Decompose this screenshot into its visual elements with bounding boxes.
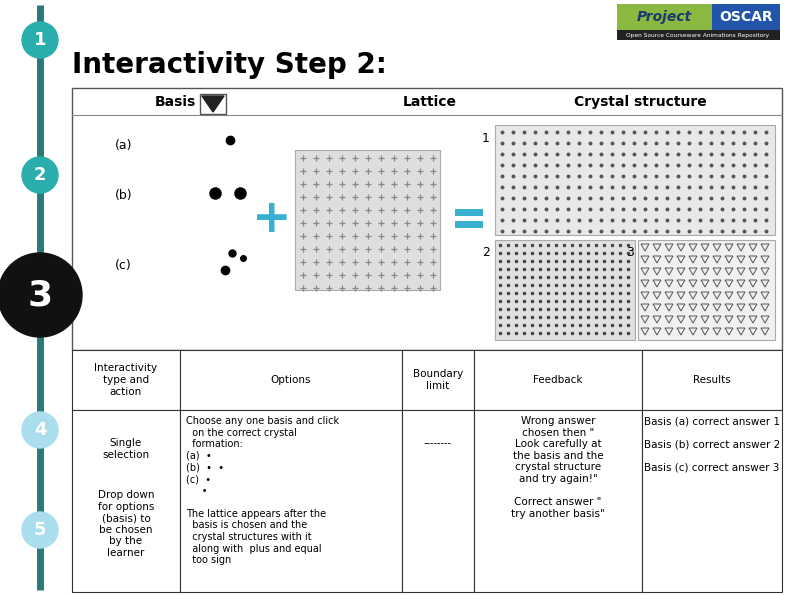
Bar xyxy=(712,4,780,30)
Text: (a): (a) xyxy=(115,139,133,152)
Text: Options: Options xyxy=(271,375,311,385)
Bar xyxy=(455,221,483,228)
Text: 1: 1 xyxy=(482,131,490,145)
Text: Interactivity
type and
action: Interactivity type and action xyxy=(94,364,157,397)
Circle shape xyxy=(22,157,58,193)
Text: (b): (b) xyxy=(115,189,133,202)
Bar xyxy=(402,350,474,410)
Bar xyxy=(474,350,642,410)
Circle shape xyxy=(22,512,58,548)
Bar xyxy=(495,125,775,235)
Text: Drop down
for options
(basis) to
be chosen
by the
learner: Drop down for options (basis) to be chos… xyxy=(98,490,154,558)
Text: Basis: Basis xyxy=(154,95,195,109)
Bar xyxy=(200,94,226,114)
Circle shape xyxy=(22,22,58,58)
Text: OSCAR: OSCAR xyxy=(719,10,773,24)
Bar xyxy=(455,209,483,216)
Circle shape xyxy=(0,253,82,337)
Bar xyxy=(638,240,775,340)
Text: 3: 3 xyxy=(626,246,634,259)
Text: Interactivity Step 2:: Interactivity Step 2: xyxy=(72,51,387,79)
Text: Results: Results xyxy=(693,375,730,385)
Bar xyxy=(495,240,635,340)
Text: --------: -------- xyxy=(424,438,452,448)
Text: +: + xyxy=(252,198,292,243)
Text: Feedback: Feedback xyxy=(534,375,583,385)
Text: 3: 3 xyxy=(28,278,52,312)
Text: 1: 1 xyxy=(34,31,46,49)
Text: Basis (a) correct answer 1

Basis (b) correct answer 2

Basis (c) correct answer: Basis (a) correct answer 1 Basis (b) cor… xyxy=(644,416,781,472)
Text: Boundary
limit: Boundary limit xyxy=(413,369,463,391)
Polygon shape xyxy=(202,96,224,112)
Text: Crystal structure: Crystal structure xyxy=(573,95,707,109)
Text: Single
selection: Single selection xyxy=(102,438,149,459)
Text: Open Source Courseware Animations Repository: Open Source Courseware Animations Reposi… xyxy=(626,33,769,37)
Bar xyxy=(72,350,180,410)
Text: 4: 4 xyxy=(34,421,46,439)
Bar xyxy=(180,410,402,592)
Text: (c): (c) xyxy=(115,258,132,271)
Bar xyxy=(474,410,642,592)
Text: Project: Project xyxy=(637,10,692,24)
Text: Choose any one basis and click
  on the correct crystal
  formation:
(a)  •
(b) : Choose any one basis and click on the co… xyxy=(186,416,339,565)
Bar xyxy=(402,410,474,592)
Bar xyxy=(72,410,180,592)
Bar xyxy=(642,350,782,410)
Bar xyxy=(180,350,402,410)
Bar xyxy=(72,88,782,350)
Text: 5: 5 xyxy=(34,521,46,539)
Bar xyxy=(617,4,712,30)
Text: Wrong answer
chosen then "
Look carefully at
the basis and the
crystal structure: Wrong answer chosen then " Look carefull… xyxy=(511,416,605,519)
Text: Lattice: Lattice xyxy=(403,95,457,109)
Circle shape xyxy=(22,412,58,448)
Text: 2: 2 xyxy=(482,246,490,259)
Bar xyxy=(617,30,780,40)
Text: 2: 2 xyxy=(34,166,46,184)
Bar xyxy=(642,410,782,592)
Bar xyxy=(295,150,440,290)
